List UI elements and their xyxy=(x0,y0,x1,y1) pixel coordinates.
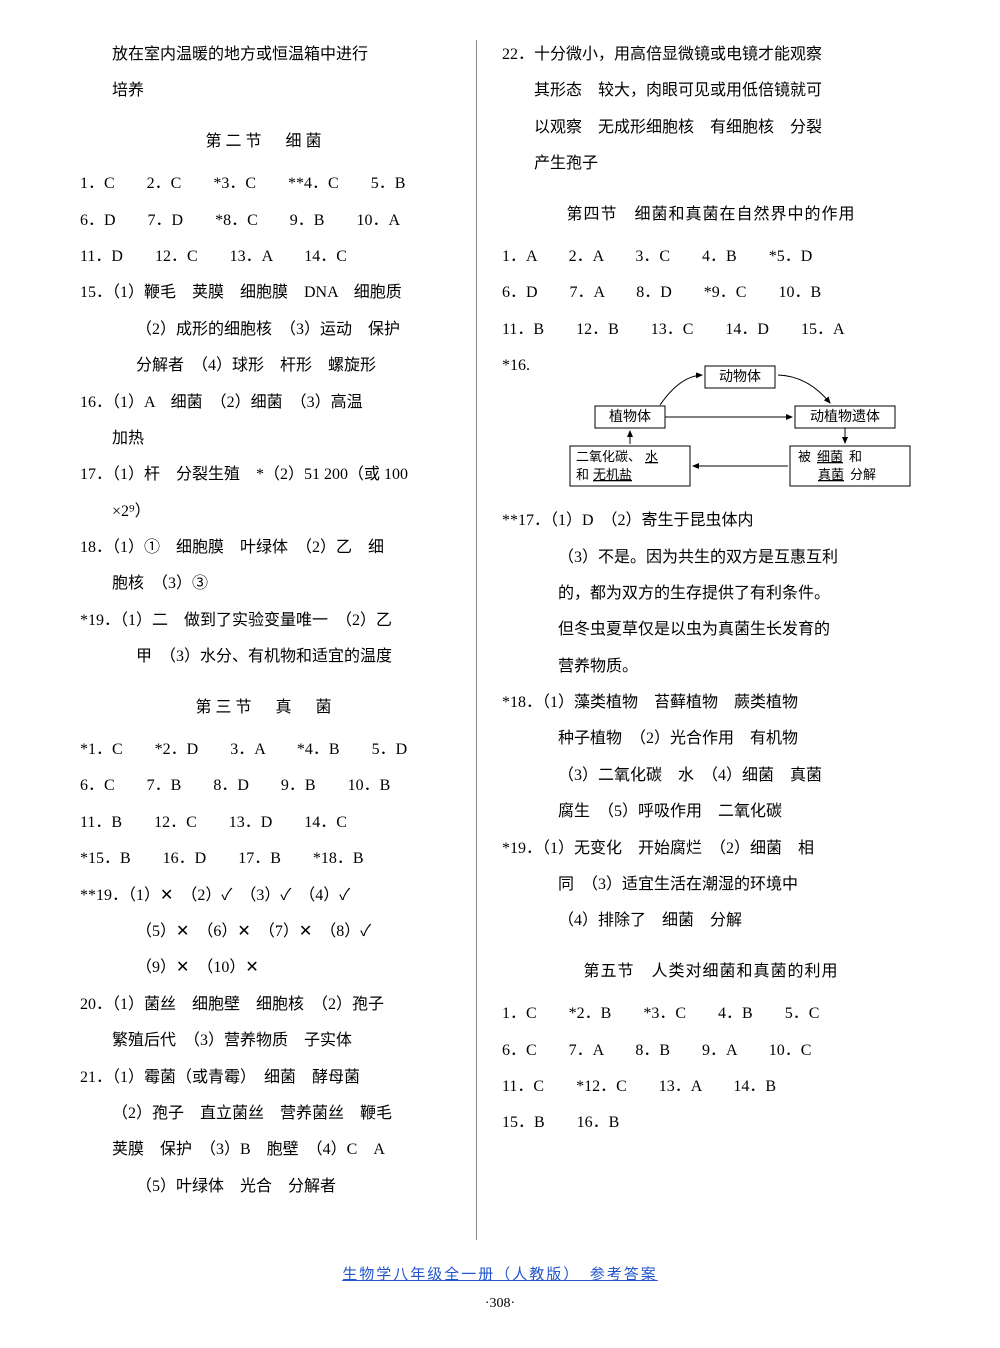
svg-text:和无机盐: 和无机盐 xyxy=(576,467,632,482)
answer-line: （3）不是。因为共生的双方是互惠互利 xyxy=(502,543,920,573)
answer-line: 加热 xyxy=(80,424,451,454)
answer-line: （2）成形的细胞核 （3）运动 保护 xyxy=(80,315,451,345)
answer-row: 11．D 12．C 13．A 14．C xyxy=(80,242,451,272)
answer-line: 同 （3）适宜生活在潮湿的环境中 xyxy=(502,870,920,900)
answer-line: 22．十分微小，用高倍显微镜或电镜才能观察 xyxy=(502,40,920,70)
answer-row: 6．C 7．A 8．B 9．A 10．C xyxy=(502,1036,920,1066)
page-footer: 生物学八年级全一册（人教版） 参考答案 ·308· xyxy=(0,1261,1000,1318)
left-column: 放在室内温暖的地方或恒温箱中进行 培养 第二节 细菌 1．C 2．C *3．C … xyxy=(60,40,477,1240)
svg-text:被细菌和: 被细菌和 xyxy=(798,449,862,464)
answer-row: 15．B 16．B xyxy=(502,1108,920,1138)
answer-row: 11．C *12．C 13．A 14．B xyxy=(502,1072,920,1102)
answer-line: 20．（1）菌丝 细胞壁 细胞核 （2）孢子 xyxy=(80,990,451,1020)
section-title-2: 第二节 细菌 xyxy=(80,127,451,157)
answer-line: 营养物质。 xyxy=(502,652,920,682)
section-title-3: 第三节 真 菌 xyxy=(80,693,451,723)
answer-row: 6．C 7．B 8．D 9．B 10．B xyxy=(80,771,451,801)
answer-line: 其形态 较大，肉眼可见或用低倍镜就可 xyxy=(502,76,920,106)
answer-line: 产生孢子 xyxy=(502,149,920,179)
answer-line: *18．（1）藻类植物 苔藓植物 蕨类植物 xyxy=(502,688,920,718)
answer-line: 18．（1）① 细胞膜 叶绿体 （2）乙 细 xyxy=(80,533,451,563)
answer-line: 腐生 （5）呼吸作用 二氧化碳 xyxy=(502,797,920,827)
answer-line: **17．（1）D （2）寄生于昆虫体内 xyxy=(502,506,920,536)
diagram-node-right: 动植物遗体 xyxy=(810,409,880,425)
answer-line: （9）✕ （10）✕ xyxy=(80,953,451,983)
answer-line: （4）排除了 细菌 分解 xyxy=(502,906,920,936)
answer-row: 1．C 2．C *3．C **4．C 5．B xyxy=(80,169,451,199)
answer-line: ×2⁹） xyxy=(80,497,451,527)
answer-line: 15．（1）鞭毛 荚膜 细胞膜 DNA 细胞质 xyxy=(80,278,451,308)
answer-line: 种子植物 （2）光合作用 有机物 xyxy=(502,724,920,754)
answer-line: 胞核 （3）③ xyxy=(80,569,451,599)
section-title-5: 第五节 人类对细菌和真菌的利用 xyxy=(502,957,920,987)
footer-title: 生物学八年级全一册（人教版） 参考答案 xyxy=(0,1261,1000,1290)
page-number: ·308· xyxy=(0,1291,1000,1318)
answer-line: 17．（1）杆 分裂生殖 *（2）51 200（或 100 xyxy=(80,460,451,490)
answer-line: （5）✕ （6）✕ （7）✕ （8）✓ xyxy=(80,917,451,947)
answer-row: 1．A 2．A 3．C 4．B *5．D xyxy=(502,242,920,272)
svg-text:二氧化碳、水: 二氧化碳、水 xyxy=(576,449,658,464)
right-column: 22．十分微小，用高倍显微镜或电镜才能观察 其形态 较大，肉眼可见或用低倍镜就可… xyxy=(477,40,940,1240)
answer-row: *1．C *2．D 3．A *4．B 5．D xyxy=(80,735,451,765)
q16-label: *16. xyxy=(502,351,530,381)
diagram-node-top: 动物体 xyxy=(719,369,761,385)
answer-line: **19．（1）✕ （2）✓ （3）✓ （4）✓ xyxy=(80,881,451,911)
diagram-node-left: 植物体 xyxy=(609,409,651,425)
text-line: 放在室内温暖的地方或恒温箱中进行 xyxy=(80,40,451,70)
answer-row: 11．B 12．C 13．D 14．C xyxy=(80,808,451,838)
answer-line: 16．（1）A 细菌 （2）细菌 （3）高温 xyxy=(80,388,451,418)
text-line: 培养 xyxy=(80,76,451,106)
answer-line: *19．（1）二 做到了实验变量唯一 （2）乙 xyxy=(80,606,451,636)
section-title-4: 第四节 细菌和真菌在自然界中的作用 xyxy=(502,200,920,230)
answer-line: （3）二氧化碳 水 （4）细菌 真菌 xyxy=(502,761,920,791)
answer-row: 1．C *2．B *3．C 4．B 5．C xyxy=(502,999,920,1029)
answer-row: *15．B 16．D 17．B *18．B xyxy=(80,844,451,874)
answer-line: 荚膜 保护 （3）B 胞壁 （4）C A xyxy=(80,1135,451,1165)
answer-line: 21．（1）霉菌（或青霉） 细菌 酵母菌 xyxy=(80,1063,451,1093)
answer-line: 繁殖后代 （3）营养物质 子实体 xyxy=(80,1026,451,1056)
answer-line: （2）孢子 直立菌丝 营养菌丝 鞭毛 xyxy=(80,1099,451,1129)
answer-row: 6．D 7．D *8．C 9．B 10．A xyxy=(80,206,451,236)
answer-row: 11．B 12．B 13．C 14．D 15．A xyxy=(502,315,920,345)
answer-line: *19．（1）无变化 开始腐烂 （2）细菌 相 xyxy=(502,834,920,864)
answer-line: 以观察 无成形细胞核 有细胞核 分裂 xyxy=(502,113,920,143)
answer-line: 但冬虫夏草仅是以虫为真菌生长发育的 xyxy=(502,615,920,645)
answer-row: 6．D 7．A 8．D *9．C 10．B xyxy=(502,278,920,308)
answer-line: 甲 （3）水分、有机物和适宜的温度 xyxy=(80,642,451,672)
answer-line: 分解者 （4）球形 杆形 螺旋形 xyxy=(80,351,451,381)
cycle-diagram: 动物体 植物体 动植物遗体 二氧化碳、水 和无机盐 被细菌和 真菌分解 xyxy=(560,361,920,491)
answer-line: （5）叶绿体 光合 分解者 xyxy=(80,1172,451,1202)
answer-line: 的，都为双方的生存提供了有利条件。 xyxy=(502,579,920,609)
